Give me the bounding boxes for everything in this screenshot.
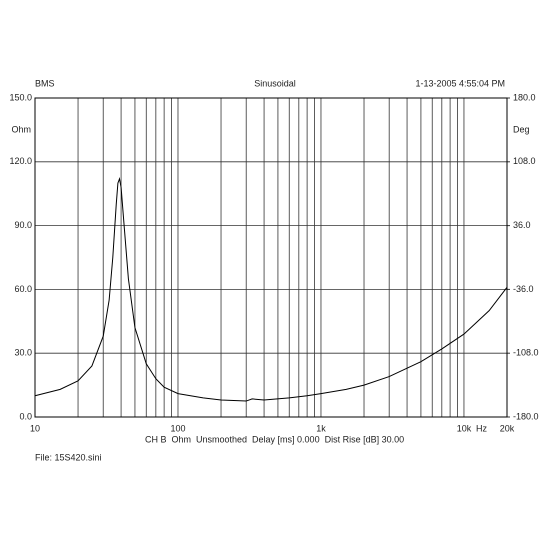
file-name: File: 15S420.sini bbox=[35, 452, 102, 462]
y-tick-label: 30.0 bbox=[14, 348, 32, 358]
footer: CH B Ohm Unsmoothed Delay [ms] 0.000 Dis… bbox=[145, 434, 404, 444]
header-left: BMS bbox=[35, 78, 55, 88]
y-tick-label: 90.0 bbox=[14, 220, 32, 230]
header-right: 1-13-2005 4:55:04 PM bbox=[415, 78, 505, 88]
x-tick-label: 10 bbox=[30, 423, 40, 433]
y-tick-label: 150.0 bbox=[9, 92, 32, 102]
x-unit: Hz bbox=[476, 423, 487, 433]
y2-tick-label: 36.0 bbox=[513, 220, 531, 230]
x-tick-label: 20k bbox=[500, 423, 515, 433]
x-tick-label: 10k bbox=[457, 423, 472, 433]
chart-title: Sinusoidal bbox=[254, 78, 296, 88]
y-tick-label: 120.0 bbox=[9, 156, 32, 166]
y-unit: Ohm bbox=[11, 124, 31, 134]
y2-unit: Deg bbox=[513, 124, 530, 134]
impedance-line bbox=[34, 176, 508, 402]
x-tick-label: 1k bbox=[316, 423, 326, 433]
y2-tick-label: -36.0 bbox=[513, 284, 534, 294]
y2-tick-label: 108.0 bbox=[513, 156, 536, 166]
y-tick-label: 0.0 bbox=[19, 411, 32, 421]
y2-tick-label: 180.0 bbox=[513, 92, 536, 102]
y-tick-label: 60.0 bbox=[14, 284, 32, 294]
y2-tick-label: -180.0 bbox=[513, 411, 539, 421]
x-tick-label: 100 bbox=[170, 423, 185, 433]
y2-tick-label: -108.0 bbox=[513, 348, 539, 358]
plot-frame bbox=[34, 97, 508, 418]
